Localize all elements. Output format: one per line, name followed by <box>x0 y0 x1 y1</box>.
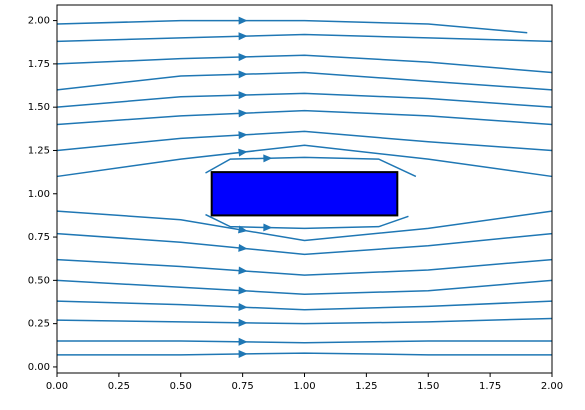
arrow <box>238 131 248 140</box>
x-tick-label: 1.50 <box>417 381 439 392</box>
streamline <box>57 340 552 344</box>
arrow <box>263 154 273 163</box>
y-tick-label: 1.25 <box>28 145 50 156</box>
arrow <box>238 243 248 252</box>
arrow <box>263 223 273 232</box>
arrow <box>238 91 248 100</box>
x-tick-label: 1.75 <box>479 381 501 392</box>
y-tick-label: 1.00 <box>28 189 50 200</box>
x-tick-label: 0.25 <box>108 381 130 392</box>
streamline <box>56 232 553 256</box>
streamline <box>56 258 553 276</box>
arrow <box>238 109 248 118</box>
x-tick-label: 1.25 <box>355 381 377 392</box>
streamline <box>56 279 553 295</box>
arrow <box>238 70 248 79</box>
y-tick-label: 0.50 <box>28 275 50 286</box>
streamline <box>56 210 553 242</box>
arrow <box>238 32 248 41</box>
streamline <box>56 130 553 152</box>
x-tick-label: 0.75 <box>231 381 253 392</box>
arrow <box>238 266 248 275</box>
x-tick-label: 2.00 <box>541 381 563 392</box>
streamline <box>56 33 553 43</box>
y-tick-label: 2.00 <box>28 16 50 27</box>
streamline <box>205 156 417 178</box>
y-tick-label: 1.50 <box>28 102 50 113</box>
arrow <box>238 53 248 62</box>
arrow <box>238 16 248 25</box>
arrow <box>238 350 248 359</box>
x-tick-label: 1.00 <box>293 381 315 392</box>
streamline <box>56 300 553 311</box>
arrow <box>238 303 248 312</box>
arrow <box>238 286 248 295</box>
arrow <box>238 318 248 327</box>
y-tick-label: 0.75 <box>28 232 50 243</box>
streamline <box>205 213 409 230</box>
plot-frame <box>56 4 553 374</box>
y-tick-label: 1.75 <box>28 59 50 70</box>
streamline <box>56 317 553 325</box>
arrow <box>238 337 248 346</box>
x-tick-label: 0.00 <box>46 381 68 392</box>
arrow <box>238 148 248 157</box>
streamline <box>56 92 553 108</box>
x-tick-label: 0.50 <box>170 381 192 392</box>
streamline <box>56 109 553 126</box>
streamline <box>56 71 553 91</box>
streamline <box>56 144 553 178</box>
streamline <box>56 54 553 74</box>
y-tick-label: 0.25 <box>28 319 50 330</box>
streamline <box>56 19 528 34</box>
y-tick-label: 0.00 <box>28 362 50 373</box>
streamline <box>57 352 552 356</box>
obstacle <box>210 171 399 217</box>
